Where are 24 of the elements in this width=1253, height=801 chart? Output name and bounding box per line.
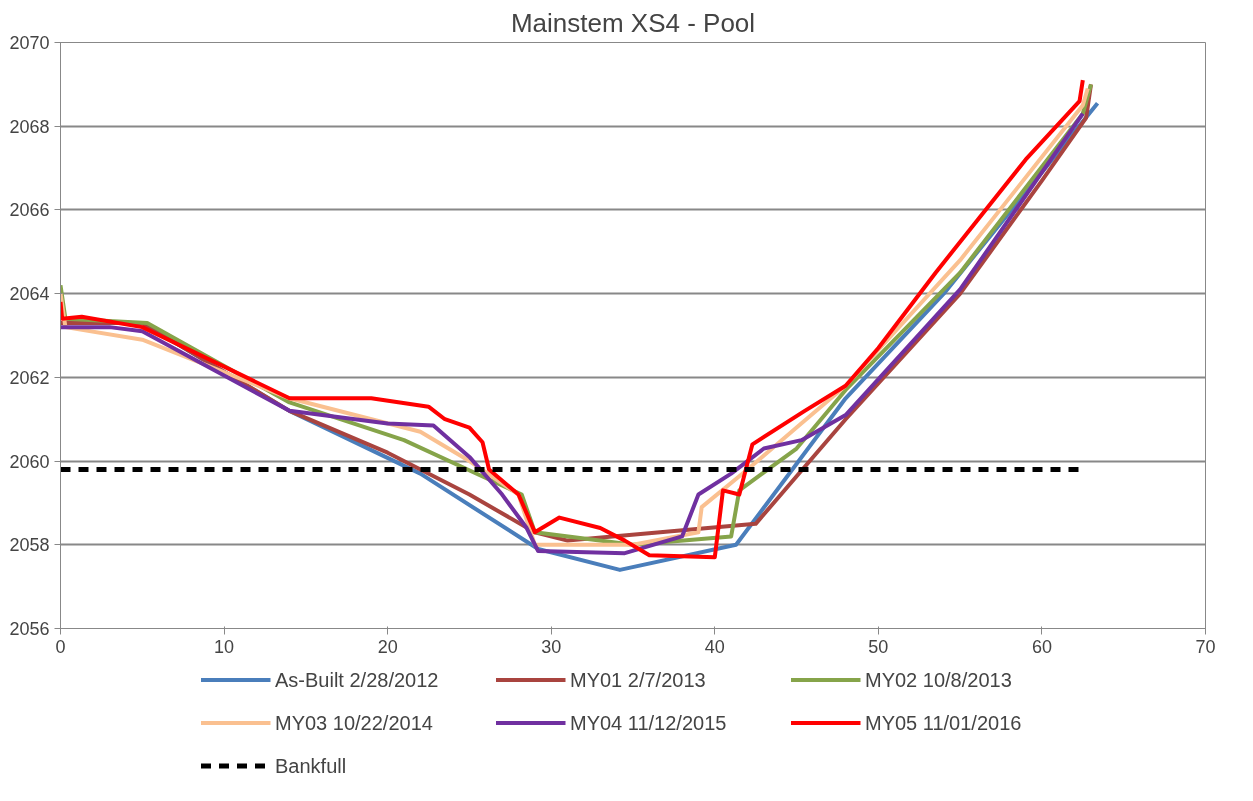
x-tick-label: 60	[1031, 636, 1052, 657]
x-tick-label: 10	[214, 636, 235, 657]
x-tick-label: 0	[55, 636, 66, 657]
y-tick-label: 2058	[9, 535, 50, 556]
x-tick-label: 50	[868, 636, 889, 657]
legend-label: MY03 10/22/2014	[275, 711, 434, 734]
x-tick-label: 70	[1195, 636, 1216, 657]
y-tick-label: 2070	[9, 33, 50, 53]
x-tick-label: 30	[541, 636, 562, 657]
chart-title: Mainstem XS4 - Pool	[510, 7, 756, 38]
y-tick-label: 2064	[9, 284, 50, 305]
x-tick-label: 40	[704, 636, 725, 657]
legend-label: MY02 10/8/2013	[865, 668, 1013, 691]
x-tick-label: 20	[377, 636, 398, 657]
legend-label: As-Built 2/28/2012	[275, 668, 440, 691]
y-tick-label: 2066	[9, 200, 50, 221]
legend-label: MY05 11/01/2016	[865, 711, 1023, 734]
legend-label: Bankfull	[275, 754, 348, 777]
legend-label: MY01 2/7/2013	[570, 668, 707, 691]
y-tick-label: 2056	[9, 619, 50, 639]
y-tick-label: 2062	[9, 367, 50, 388]
y-tick-label: 2068	[9, 116, 50, 137]
legend-label: MY04 11/12/2015	[570, 711, 728, 734]
y-tick-label: 2060	[9, 451, 50, 472]
